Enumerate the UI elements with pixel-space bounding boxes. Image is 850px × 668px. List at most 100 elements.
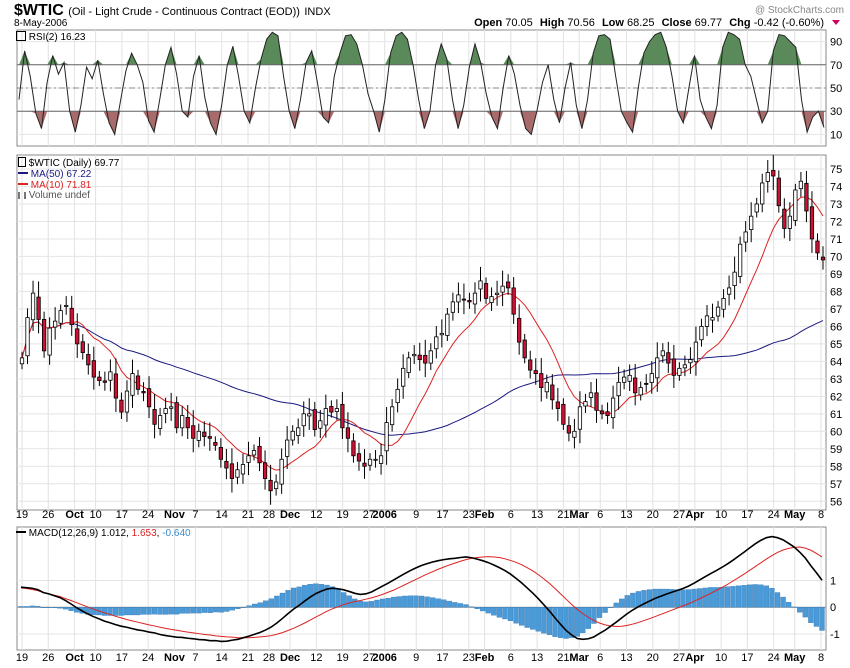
x-tick-label: Feb: [475, 652, 495, 664]
candle: [743, 231, 748, 243]
candle: [224, 460, 229, 469]
candle: [610, 397, 616, 419]
macd-histogram-bar: [229, 607, 236, 611]
macd-histogram-bar: [524, 607, 530, 628]
candle: [30, 292, 36, 321]
chg-label: Chg: [729, 17, 751, 29]
candle: [622, 376, 627, 383]
candle: [660, 350, 665, 357]
macd-histogram-bar: [485, 607, 491, 614]
candle: [765, 172, 770, 182]
candle: [64, 304, 69, 307]
macd-tick-label: 0: [830, 602, 836, 614]
ma10-line: [21, 196, 824, 471]
macd-histogram-bar: [51, 607, 58, 608]
macd-histogram-bar: [274, 595, 280, 608]
macd-histogram-bar: [791, 606, 797, 608]
macd-histogram-bar: [774, 592, 781, 608]
macd-histogram-bar: [569, 607, 575, 638]
macd-histogram-bar: [379, 598, 386, 608]
macd-histogram-bar: [140, 607, 147, 615]
macd-histogram-bar: [101, 607, 108, 616]
candle: [213, 442, 218, 446]
macd-histogram-bar: [135, 607, 141, 616]
x-tick-label: 17: [436, 652, 448, 664]
macd-signal-line: [20, 546, 823, 639]
candle: [86, 354, 91, 366]
chart-title: $WTIC (Oil - Light Crude - Continuous Co…: [14, 2, 331, 20]
candle: [268, 479, 273, 492]
x-tick-label: 8: [818, 652, 824, 664]
macd-histogram-bar: [747, 584, 753, 608]
candle: [19, 357, 25, 365]
macd-histogram-bar: [785, 601, 792, 608]
x-tick-label: 2006: [372, 509, 396, 521]
candle: [279, 458, 284, 485]
macd-histogram-bar: [346, 595, 352, 608]
candle: [561, 403, 566, 425]
macd-tick-label: -1: [830, 629, 840, 641]
candle: [655, 357, 660, 379]
macd-histogram-bar: [630, 592, 636, 608]
candle: [605, 411, 610, 416]
macd-comma-2: ,: [156, 528, 160, 539]
macd-tick-label: 1: [830, 575, 836, 587]
macd-histogram-bar: [196, 607, 202, 614]
open-label: Open: [474, 17, 503, 29]
candle: [75, 328, 80, 345]
candle: [566, 425, 572, 434]
macd-histogram-bar: [613, 602, 619, 608]
macd-histogram-bar: [702, 587, 708, 608]
macd-histogram-bar: [90, 607, 96, 615]
rsi-legend-swatch: [16, 31, 26, 41]
x-tick-label: 12: [310, 509, 322, 521]
macd-histogram-bar: [624, 595, 630, 608]
x-tick-label: Oct: [65, 509, 84, 521]
price-tick-label: 70: [830, 251, 842, 263]
price-tick-label: 72: [830, 216, 842, 228]
macd-histogram-bar: [541, 607, 547, 634]
candle: [555, 401, 560, 409]
candle: [235, 469, 240, 478]
histogram-legend-value: -0.640: [162, 528, 191, 539]
macd-histogram-bar: [240, 607, 247, 608]
price-tick-label: 56: [830, 496, 842, 508]
x-tick-label: 6: [597, 652, 603, 664]
candle: [787, 215, 792, 229]
candle: [174, 402, 179, 429]
candle: [240, 464, 246, 475]
x-tick-label: 8: [818, 509, 824, 521]
macd-histogram-bar: [563, 607, 569, 639]
candle: [207, 436, 212, 439]
candle: [550, 384, 555, 401]
macd-histogram-bar: [763, 585, 770, 608]
candle: [749, 215, 754, 230]
open-value: 70.05: [505, 17, 533, 29]
x-tick-label: 2006: [372, 652, 396, 664]
x-tick-label: Apr: [685, 509, 705, 521]
macd-line: [20, 535, 823, 643]
macd-histogram-bar: [146, 607, 152, 615]
close-value: 69.77: [694, 17, 723, 29]
macd-legend-swatch: [16, 531, 26, 533]
candle: [395, 388, 400, 404]
x-tick-label: 24: [768, 652, 780, 664]
macd-histogram-bar: [474, 607, 480, 609]
candle: [809, 206, 815, 240]
candle: [367, 458, 373, 466]
macd-histogram-bar: [507, 607, 514, 622]
x-tick-label: 21: [557, 652, 569, 664]
price-tick-label: 59: [830, 444, 842, 456]
macd-histogram-bar: [780, 596, 786, 608]
candle: [682, 364, 688, 369]
candle: [169, 406, 174, 409]
ma50-legend: MA(50) 67.22: [18, 169, 91, 180]
x-tick-label: 27: [363, 652, 375, 664]
candle: [417, 354, 422, 361]
price-tick-label: 66: [830, 321, 842, 333]
macd-histogram-bar: [441, 599, 447, 608]
x-tick-label: 6: [597, 509, 603, 521]
macd-histogram-bar: [680, 589, 686, 608]
x-tick-label: 24: [142, 509, 154, 521]
macd-histogram-bar: [18, 606, 24, 608]
